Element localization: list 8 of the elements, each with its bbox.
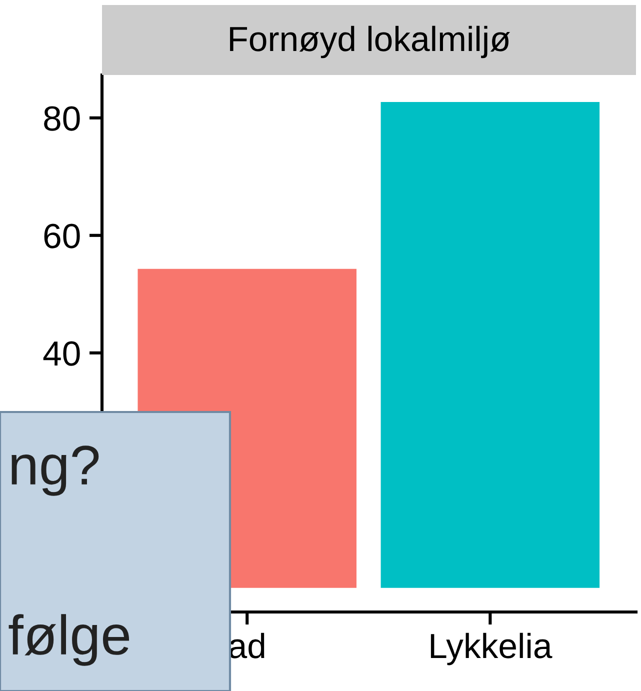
x-tick-label: Lykkelia <box>430 632 552 666</box>
y-tick-label: 80 <box>44 106 80 131</box>
text: ng? <box>12 446 99 496</box>
chart-title: Fornøyd lokalmiljø <box>230 26 510 58</box>
text: følge <box>8 614 130 666</box>
y-tick-label: 60 <box>44 224 80 248</box>
y-tick-label: 40 <box>43 341 80 366</box>
x-tick-label: ad <box>229 632 264 658</box>
